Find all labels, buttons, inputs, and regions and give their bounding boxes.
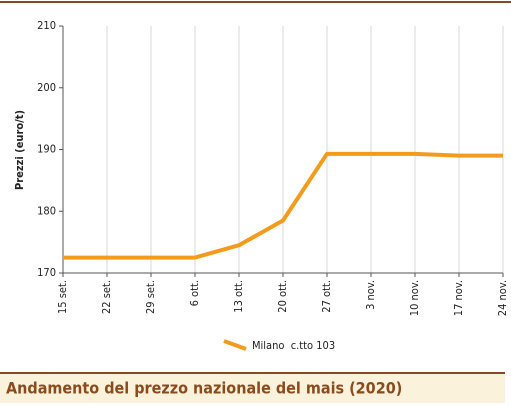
- x-tick-label: 29 set.: [144, 280, 157, 314]
- x-tick-label: 15 set.: [56, 280, 69, 314]
- x-tick-label: 3 nov.: [364, 280, 377, 310]
- x-tick-label: 20 ott.: [276, 280, 289, 313]
- y-tick-label: 210: [37, 19, 56, 32]
- y-tick-label: 180: [37, 204, 56, 217]
- y-tick-label: 170: [37, 266, 56, 279]
- y-tick-label: 200: [37, 81, 56, 94]
- x-tick-label: 17 nov.: [452, 280, 465, 316]
- x-tick-label: 10 nov.: [408, 280, 421, 316]
- x-tick-label: 6 ott.: [188, 280, 201, 306]
- x-tick-label: 22 set.: [100, 280, 113, 314]
- y-tick-label: 190: [37, 143, 56, 156]
- legend-label: Milano c.tto 103: [252, 339, 335, 352]
- legend-swatch: [223, 339, 247, 351]
- series-line: [63, 151, 503, 260]
- x-tick-label: 24 nov.: [496, 280, 509, 316]
- footer-box: [0, 373, 505, 403]
- x-tick-label: 13 ott.: [232, 280, 245, 313]
- chart-title: Andamento del prezzo nazionale del mais …: [6, 379, 402, 398]
- x-tick-label: 27 ott.: [320, 280, 333, 313]
- y-axis-label: Prezzi (euro/t): [13, 110, 26, 190]
